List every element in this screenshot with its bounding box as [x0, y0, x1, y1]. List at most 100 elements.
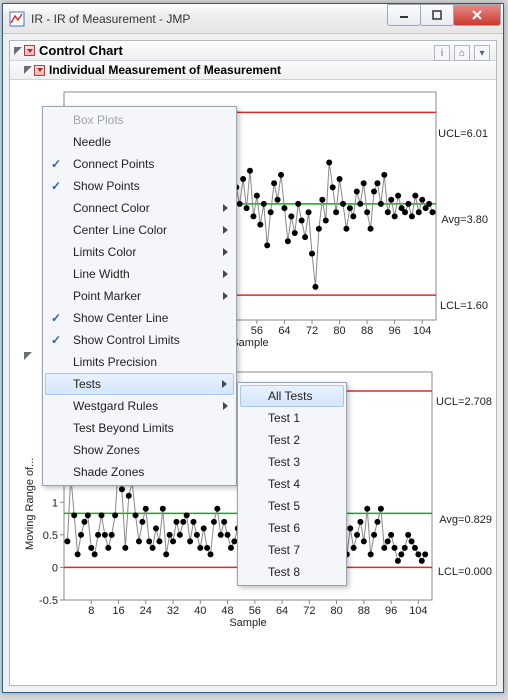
menu-item[interactable]: Test 4 [240, 473, 344, 495]
menu-item-label: Connect Color [73, 201, 150, 215]
svg-text:104: 104 [413, 325, 431, 337]
svg-text:80: 80 [333, 325, 345, 337]
menu-item[interactable]: Test 3 [240, 451, 344, 473]
menu-item-label: Tests [73, 377, 101, 391]
menu-item[interactable]: Test 8 [240, 561, 344, 583]
menu-item[interactable]: Connect Color [45, 197, 234, 219]
svg-text:16: 16 [112, 605, 124, 617]
menu-item-label: Shade Zones [73, 465, 144, 479]
svg-text:88: 88 [358, 605, 370, 617]
menu-item-label: Show Center Line [73, 311, 168, 325]
menu-item[interactable]: ✓Show Control Limits [45, 329, 234, 351]
menu-item[interactable]: Needle [45, 131, 234, 153]
menu-item-label: Line Width [73, 267, 130, 281]
menu-item[interactable]: ✓ Show Points [45, 175, 234, 197]
avg-label: Avg=0.829 [439, 514, 492, 526]
svg-text:56: 56 [249, 605, 261, 617]
svg-text:8: 8 [88, 605, 94, 617]
chart2-ylabel: Moving Range of... [24, 458, 36, 550]
menu-item-label: Test 8 [268, 565, 300, 579]
disclosure-icon[interactable] [24, 66, 32, 74]
menu-item[interactable]: Limits Color [45, 241, 234, 263]
menu-item[interactable]: Center Line Color [45, 219, 234, 241]
disclosure-icon[interactable] [14, 47, 22, 55]
menu-item[interactable]: Line Width [45, 263, 234, 285]
menu-item[interactable]: ✓ Show Center Line [45, 307, 234, 329]
menu-item[interactable]: Test Beyond Limits [45, 417, 234, 439]
menu-item-label: Connect Points [73, 157, 154, 171]
menu-item[interactable]: Tests [45, 373, 234, 395]
menu-item-label: Test 4 [268, 477, 300, 491]
section-title: Control Chart [39, 43, 123, 58]
menu-item-label: Show Zones [73, 443, 140, 457]
hotspot-icon[interactable] [34, 65, 45, 76]
svg-text:48: 48 [221, 605, 233, 617]
submenu-arrow-icon [222, 380, 227, 388]
app-icon [9, 11, 25, 27]
menu-item[interactable]: Test 7 [240, 539, 344, 561]
info-icon[interactable]: i [434, 45, 450, 61]
menu-item-label: All Tests [268, 389, 312, 403]
check-icon: ✓ [51, 179, 61, 193]
menu-item[interactable]: Test 2 [240, 429, 344, 451]
close-button[interactable] [453, 4, 501, 26]
maximize-button[interactable] [420, 4, 454, 26]
menu-item-label: Test 3 [268, 455, 300, 469]
lcl-label: LCL=1.60 [440, 300, 488, 312]
menu-item-label: Center Line Color [73, 223, 167, 237]
avg-label: Avg=3.80 [441, 214, 488, 226]
svg-text:0.5: 0.5 [43, 530, 58, 542]
context-menu[interactable]: Box Plots Needle ✓ Connect Points ✓ Show Poin… [42, 106, 237, 486]
svg-text:96: 96 [385, 605, 397, 617]
more-icon[interactable]: ▾ [474, 45, 490, 61]
submenu-arrow-icon [223, 292, 228, 300]
window-buttons [388, 4, 501, 26]
menu-item[interactable]: Shade Zones [45, 461, 234, 483]
menu-item[interactable]: ✓ Connect Points [45, 153, 234, 175]
menu-item[interactable]: Point Marker [45, 285, 234, 307]
menu-item[interactable]: Limits Precision [45, 351, 234, 373]
menu-item[interactable]: Show Zones [45, 439, 234, 461]
menu-item-label: Limits Precision [73, 355, 157, 369]
check-icon: ✓ [51, 333, 61, 347]
hotspot-icon[interactable] [24, 45, 35, 56]
tests-submenu[interactable]: All Tests Test 1 Test 2 Test 3 Test 4 Test 5 T… [237, 382, 347, 586]
svg-text:96: 96 [389, 325, 401, 337]
menu-item[interactable]: Test 6 [240, 517, 344, 539]
menu-item-label: Point Marker [73, 289, 141, 303]
subsection-header[interactable]: Individual Measurement of Measurement [10, 61, 496, 80]
svg-text:1: 1 [52, 497, 58, 509]
menu-item: Box Plots [45, 109, 234, 131]
submenu-arrow-icon [223, 402, 228, 410]
titlebar[interactable]: IR - IR of Measurement - JMP [3, 4, 503, 34]
menu-item[interactable]: Test 1 [240, 407, 344, 429]
home-icon[interactable]: ⌂ [454, 45, 470, 61]
menu-item-label: Box Plots [73, 113, 124, 127]
svg-text:104: 104 [409, 605, 427, 617]
lcl-label: LCL=0.000 [438, 566, 492, 578]
menu-item-label: Needle [73, 135, 111, 149]
menu-item[interactable]: All Tests [240, 385, 344, 407]
svg-text:0: 0 [52, 562, 58, 574]
svg-text:72: 72 [306, 325, 318, 337]
minimize-button[interactable] [387, 4, 421, 26]
ucl-label: UCL=2.708 [436, 396, 492, 408]
svg-text:72: 72 [303, 605, 315, 617]
svg-text:24: 24 [140, 605, 152, 617]
svg-text:64: 64 [276, 605, 288, 617]
disclosure-icon[interactable] [24, 352, 32, 360]
menu-item-label: Test 6 [268, 521, 300, 535]
menu-item-label: Limits Color [73, 245, 136, 259]
ucl-label: UCL=6.01 [438, 128, 488, 140]
menu-item-label: Test 5 [268, 499, 300, 513]
check-icon: ✓ [51, 157, 61, 171]
check-icon: ✓ [51, 311, 61, 325]
svg-text:64: 64 [278, 325, 290, 337]
menu-item-label: Test 7 [268, 543, 300, 557]
svg-text:40: 40 [194, 605, 206, 617]
menu-item[interactable]: Test 5 [240, 495, 344, 517]
menu-item[interactable]: Westgard Rules [45, 395, 234, 417]
menu-item-label: Show Points [73, 179, 140, 193]
menu-item-label: Test 1 [268, 411, 300, 425]
section-header[interactable]: Control Chart [10, 41, 496, 61]
